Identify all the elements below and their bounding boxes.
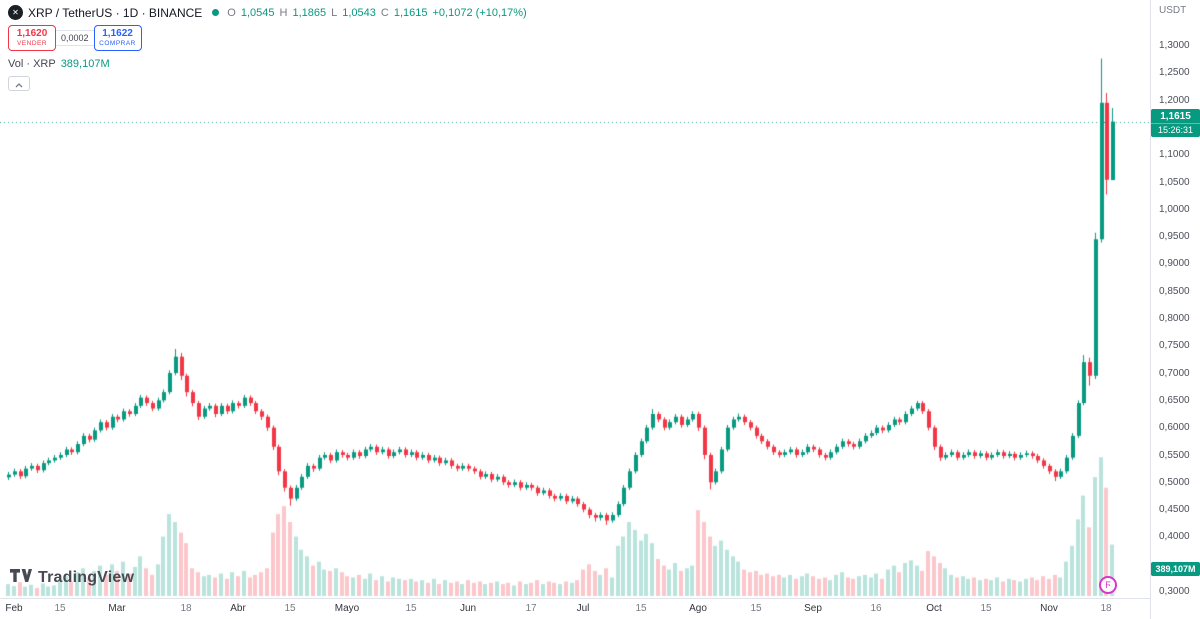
close-value: 1,1615 (393, 6, 428, 19)
legend-collapse-button[interactable] (8, 76, 30, 92)
time-axis-label: 15 (980, 603, 992, 614)
time-axis-label: 15 (635, 603, 647, 614)
price-axis-label: 1,2000 (1159, 94, 1190, 106)
open-value: 1,0545 (240, 6, 275, 19)
time-axis-label: Sep (804, 603, 822, 614)
price-axis-label: 0,5000 (1159, 476, 1190, 488)
time-axis-label: Jul (576, 603, 590, 614)
symbol-legend-row: ✕ XRP / TetherUS · 1D · BINANCE O 1,0545 … (8, 5, 527, 20)
price-axis-label: 1,0500 (1159, 176, 1190, 188)
price-axis-label: 1,1000 (1159, 149, 1190, 161)
ohlc-readout: O 1,0545 H 1,1865 L 1,0543 C 1,1615 +0,1072 … (227, 7, 526, 19)
low-value: 1,0543 (342, 6, 376, 19)
time-axis-label: 17 (525, 603, 537, 614)
close-label: C (380, 6, 389, 19)
time-axis-label: Ago (689, 603, 707, 614)
time-axis-label: 18 (180, 603, 192, 614)
chevron-up-icon (15, 76, 23, 91)
sell-button[interactable]: 1,1620 VENDER (8, 25, 56, 52)
price-axis-label: 0,9500 (1159, 231, 1190, 243)
axis-currency-label: USDT (1159, 5, 1187, 16)
time-axis-label: Oct (926, 603, 942, 614)
price-axis-label: 0,5500 (1159, 449, 1190, 461)
chart-legend: ✕ XRP / TetherUS · 1D · BINANCE O 1,0545 … (8, 5, 527, 92)
boost-icon[interactable]: Ϝ (1099, 576, 1117, 594)
trade-widget: 1,1620 VENDER 0,0002 1,1622 COMPRAR (8, 25, 527, 52)
buy-price: 1,1622 (102, 28, 133, 39)
price-axis-label: 0,9000 (1159, 258, 1190, 270)
time-axis-label: Mayo (334, 603, 360, 614)
time-axis-label: 15 (284, 603, 296, 614)
tradingview-logo-text: TradingView (38, 569, 135, 586)
price-axis-label: 1,0000 (1159, 203, 1190, 215)
price-axis-label: 0,8000 (1159, 313, 1190, 324)
price-badge-value: 1,1615 (1160, 110, 1191, 122)
time-axis-label: 15 (750, 603, 762, 614)
series-color-icon (212, 9, 220, 16)
price-axis-label: 0,7000 (1159, 367, 1190, 379)
high-value: 1,1865 (292, 6, 327, 19)
buy-label: COMPRAR (99, 40, 136, 47)
tradingview-logo[interactable]: TradingView (10, 569, 134, 587)
high-label: H (279, 6, 288, 19)
volume-badge: 389,107M (1151, 562, 1200, 576)
price-axis-label: 0,6500 (1159, 394, 1190, 406)
price-axis-label: 0,3000 (1159, 586, 1190, 597)
price-axis-label: 0,6000 (1159, 422, 1190, 434)
price-axis-label: 0,4000 (1159, 531, 1190, 543)
price-badge: 1,1615 15:26:31 (1151, 108, 1200, 137)
time-axis-label: Jun (459, 603, 477, 614)
time-axis-label: Abr (230, 603, 246, 614)
time-axis-label: Nov (1040, 603, 1058, 614)
price-axis-label: 1,3000 (1159, 40, 1190, 51)
price-axis-label: 0,4500 (1159, 504, 1190, 516)
time-axis-label: 15 (405, 603, 417, 614)
price-axis-label: 0,8500 (1159, 285, 1190, 297)
price-axis-label: 0,7500 (1159, 340, 1190, 352)
price-axis[interactable]: USDT 1,3000 1,2500 1,2000 1,1000 1,0500 1,000… (1150, 0, 1200, 619)
volume-legend-value: 389,107M (60, 58, 110, 71)
tradingview-mark-icon (10, 569, 32, 587)
buy-button[interactable]: 1,1622 COMPRAR (93, 25, 142, 52)
time-axis-label: 16 (870, 603, 882, 614)
open-label: O (227, 6, 236, 19)
change-value: +0,1072 (+10,17%) (432, 6, 527, 19)
low-label: L (331, 6, 338, 19)
time-axis-label: 18 (1100, 603, 1112, 614)
candlestick-chart[interactable] (0, 0, 1150, 598)
xrp-logo-icon: ✕ (8, 5, 23, 20)
sell-price: 1,1620 (16, 28, 48, 39)
spread-value: 0,0002 (56, 30, 94, 47)
time-axis-label: Feb (5, 603, 23, 614)
time-axis-label: 15 (54, 603, 66, 614)
volume-legend-label: Vol · XRP (8, 58, 56, 71)
volume-legend[interactable]: Vol · XRP 389,107M (8, 58, 527, 70)
price-badge-countdown: 15:26:31 (1151, 122, 1200, 137)
price-axis-label: 1,2500 (1159, 67, 1190, 79)
time-axis-label: Mar (108, 603, 126, 614)
sell-label: VENDER (16, 40, 48, 47)
time-axis[interactable]: Feb 15 Mar 18 Abr 15 Mayo 15 Jun 17 Jul 15 Ago 15 Sep 1… (0, 598, 1150, 619)
symbol-title[interactable]: XRP / TetherUS · 1D · BINANCE (28, 5, 203, 20)
